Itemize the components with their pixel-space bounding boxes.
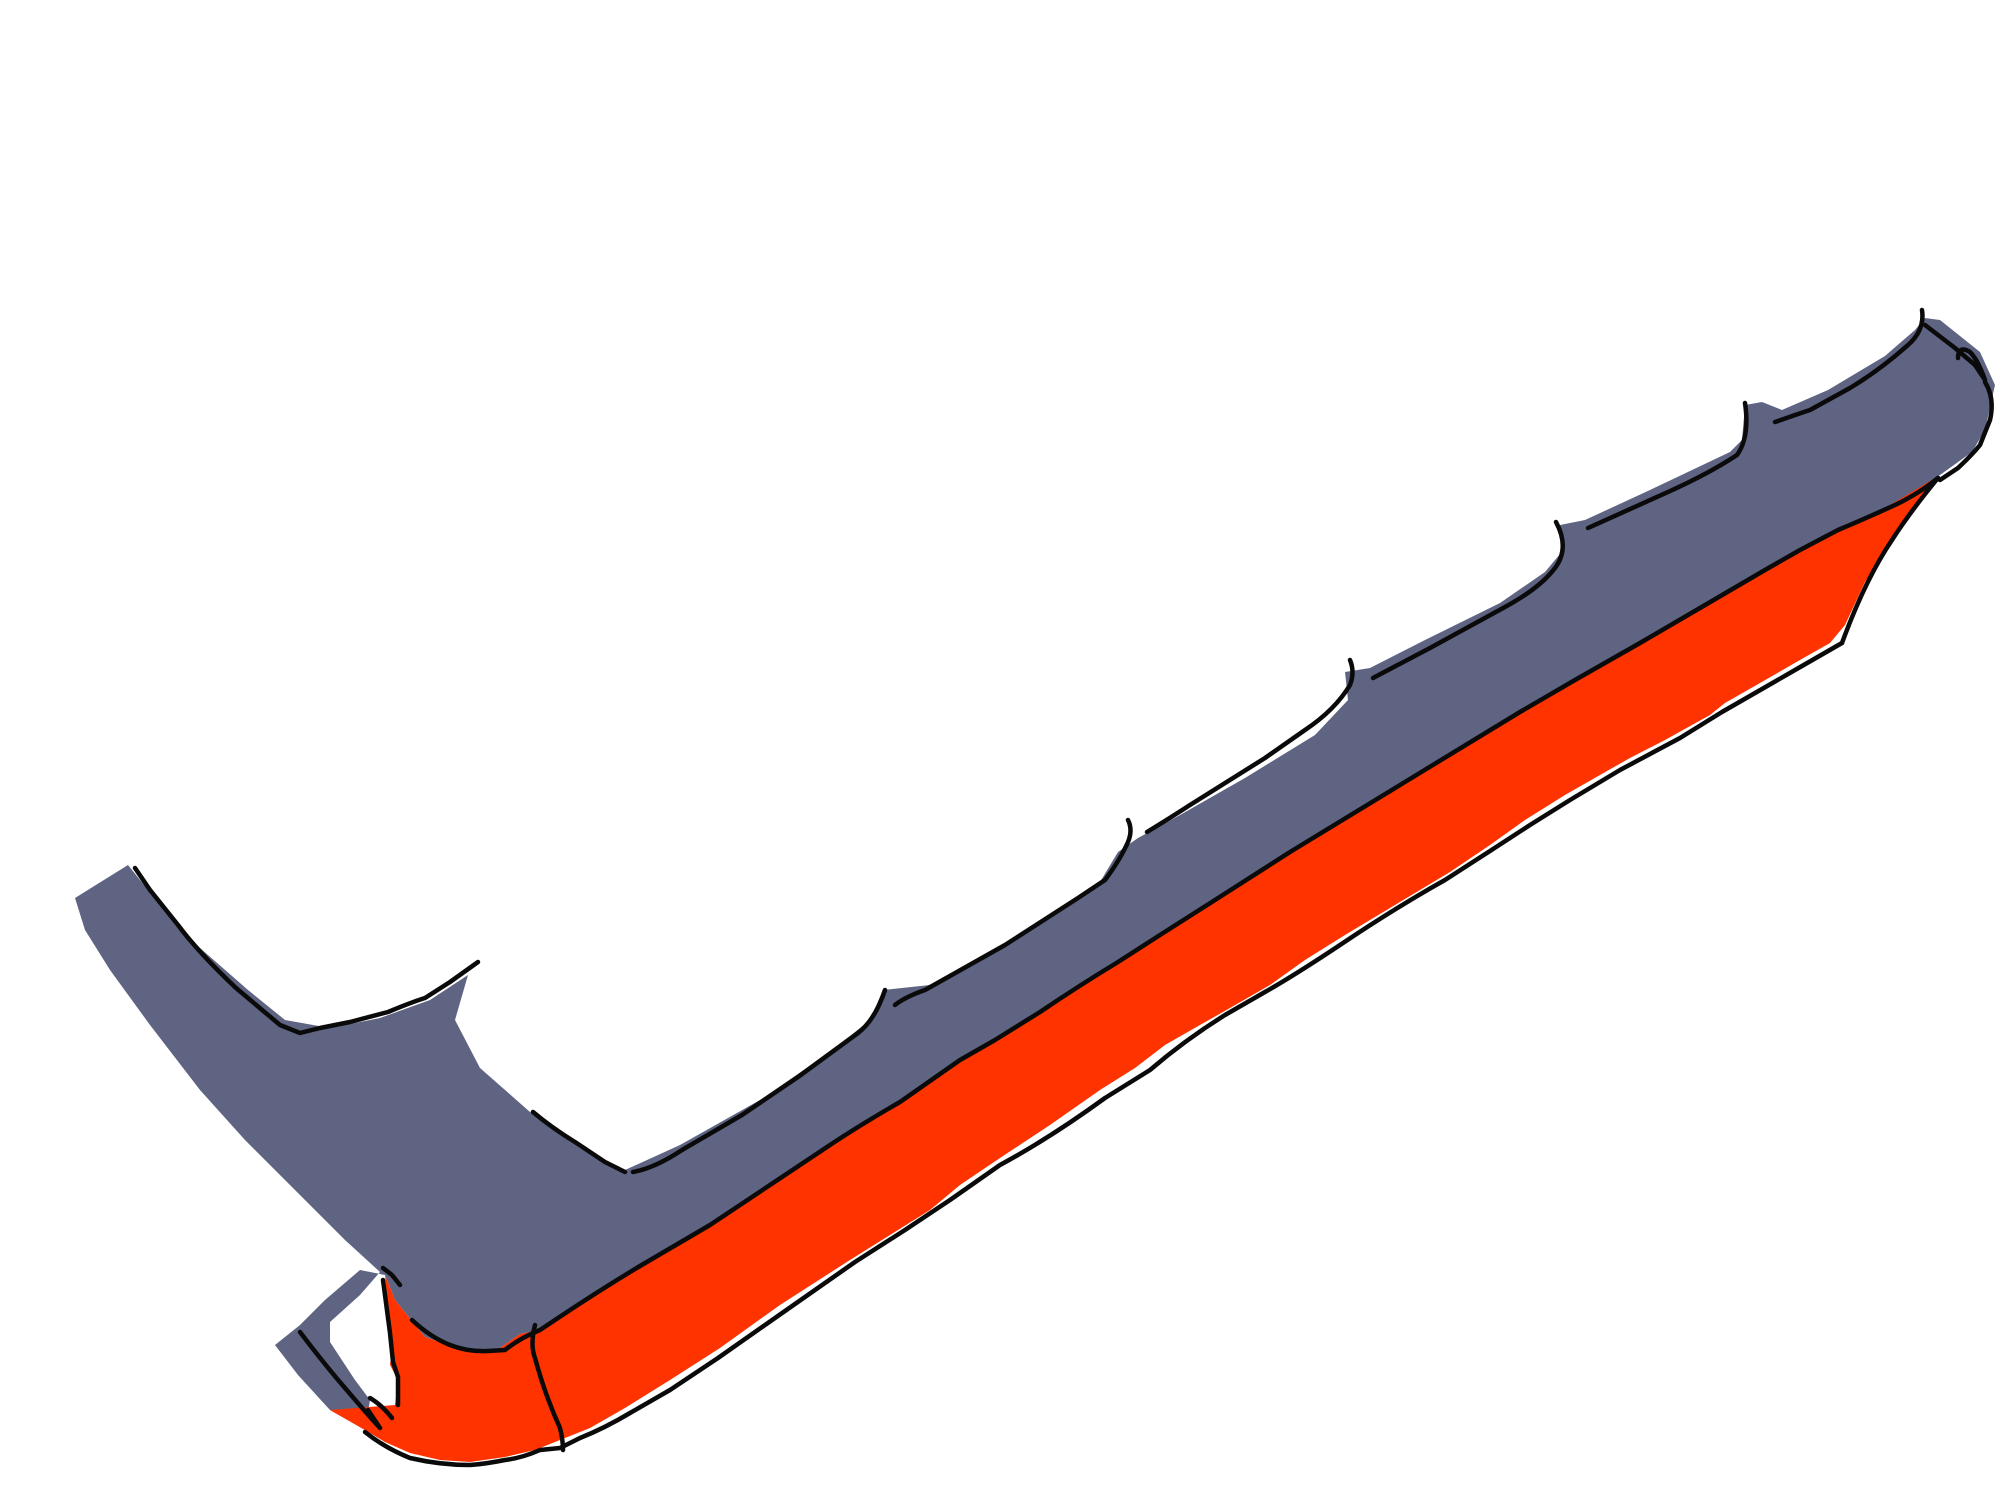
bracket-part — [75, 307, 1995, 1468]
outline-left-arm-top — [132, 865, 481, 1036]
outline-main-top-edge — [630, 987, 888, 1175]
outline-notch-2 — [892, 817, 1133, 1008]
outline-right-end-top — [1922, 322, 1994, 483]
outline-inner-notch — [530, 1109, 628, 1175]
outline-right-end-front — [1839, 475, 1941, 646]
side-surface — [330, 478, 1935, 1462]
outline-notch-4 — [1370, 519, 1565, 681]
outline-front-mid-vertical — [530, 1322, 566, 1453]
outline-bottom-edge — [362, 640, 1845, 1468]
outline-notch-3 — [1144, 657, 1355, 835]
outline-left-foot — [297, 1329, 395, 1431]
top-surface — [75, 318, 1995, 1430]
outline-left-face-edge — [380, 1265, 403, 1288]
outline-notch-6 — [1772, 307, 1925, 425]
outline-strokes — [132, 307, 1994, 1468]
outline-front-divider — [409, 475, 1941, 1354]
outline-notch-5 — [1585, 400, 1749, 531]
outline-front-left-vertical — [380, 1277, 401, 1408]
